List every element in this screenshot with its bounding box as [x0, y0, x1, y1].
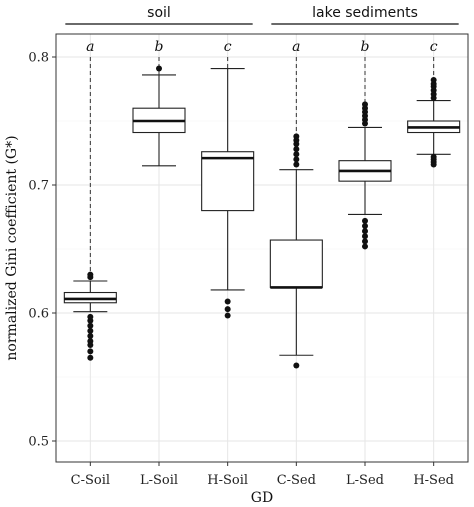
- outlier-L-Soil-0: [156, 65, 162, 72]
- outlier-L-Sed-4: [362, 222, 368, 229]
- box-body-C-Sed: [269, 239, 323, 288]
- outlier-C-Sed-1: [293, 161, 300, 168]
- outlier-C-Soil-3: [87, 338, 94, 345]
- group-label-1: lake sediments: [312, 5, 418, 21]
- x-tick-label-C-Sed: C-Sed: [277, 473, 316, 488]
- box-L-Sed: b: [338, 39, 392, 250]
- y-tick-label-0: 0.5: [28, 435, 49, 450]
- outlier-H-Sed-9: [430, 77, 437, 84]
- sig-letter-H-Sed: c: [430, 39, 438, 55]
- sig-letter-L-Soil: b: [155, 39, 164, 55]
- y-tick-label-1: 0.6: [28, 307, 49, 322]
- sig-letter-H-Soil: c: [224, 39, 232, 55]
- y-tick-label-2: 0.7: [28, 179, 49, 194]
- box-H-Sed: c: [407, 39, 461, 168]
- group-label-0: soil: [147, 5, 171, 21]
- box-H-Soil: c: [201, 39, 255, 319]
- box-L-Soil: b: [132, 39, 186, 167]
- outlier-L-Sed-3: [362, 228, 368, 235]
- outlier-C-Soil-1: [87, 348, 94, 355]
- sig-letter-C-Sed: a: [292, 39, 300, 55]
- outlier-L-Sed-5: [362, 217, 368, 224]
- outlier-C-Sed-4: [293, 146, 300, 153]
- y-tick-label-3: 0.8: [28, 51, 49, 66]
- box-body-H-Soil: [201, 151, 255, 212]
- x-tick-label-L-Soil: L-Soil: [140, 473, 178, 488]
- x-axis: C-Soil L-Soil H-Soil C-Sed L-Sed H-Sed: [71, 462, 454, 488]
- plot-panel-border: [55, 33, 469, 463]
- group-headers: soil lake sediments: [65, 5, 459, 25]
- outlier-C-Soil-6: [87, 322, 94, 329]
- outlier-H-Soil-1: [224, 306, 231, 313]
- outlier-L-Sed-2: [362, 233, 368, 240]
- sig-letter-C-Soil: a: [86, 39, 94, 55]
- outlier-C-Sed-0: [293, 362, 300, 369]
- x-tick-label-L-Sed: L-Sed: [346, 473, 384, 488]
- grid-layer: [56, 34, 468, 462]
- outlier-C-Soil-8: [87, 313, 94, 320]
- outlier-C-Soil-10: [87, 271, 94, 278]
- x-tick-label-H-Sed: H-Sed: [413, 473, 454, 488]
- sig-letter-L-Sed: b: [361, 39, 370, 55]
- outlier-C-Sed-2: [293, 156, 300, 163]
- outlier-C-Soil-4: [87, 333, 94, 340]
- outlier-C-Sed-3: [293, 151, 300, 158]
- x-tick-label-H-Soil: H-Soil: [207, 473, 248, 488]
- outlier-H-Sed-3: [430, 153, 437, 160]
- outlier-C-Soil-0: [87, 354, 94, 361]
- y-axis-title: normalized Gini coefficient (G*): [4, 135, 20, 360]
- outlier-H-Soil-0: [224, 312, 231, 319]
- x-axis-title: GD: [251, 490, 273, 506]
- outlier-C-Soil-5: [87, 327, 94, 334]
- box-C-Sed: a: [269, 39, 323, 369]
- x-tick-label-C-Soil: C-Soil: [71, 473, 110, 488]
- box-C-Soil: a: [63, 39, 117, 361]
- outlier-L-Sed-11: [362, 101, 368, 108]
- outlier-L-Sed-0: [362, 243, 368, 250]
- y-axis: 0.5 0.6 0.7 0.8: [28, 51, 56, 450]
- outlier-L-Sed-1: [362, 238, 368, 245]
- outlier-C-Sed-7: [293, 133, 300, 140]
- outlier-H-Soil-2: [224, 298, 231, 305]
